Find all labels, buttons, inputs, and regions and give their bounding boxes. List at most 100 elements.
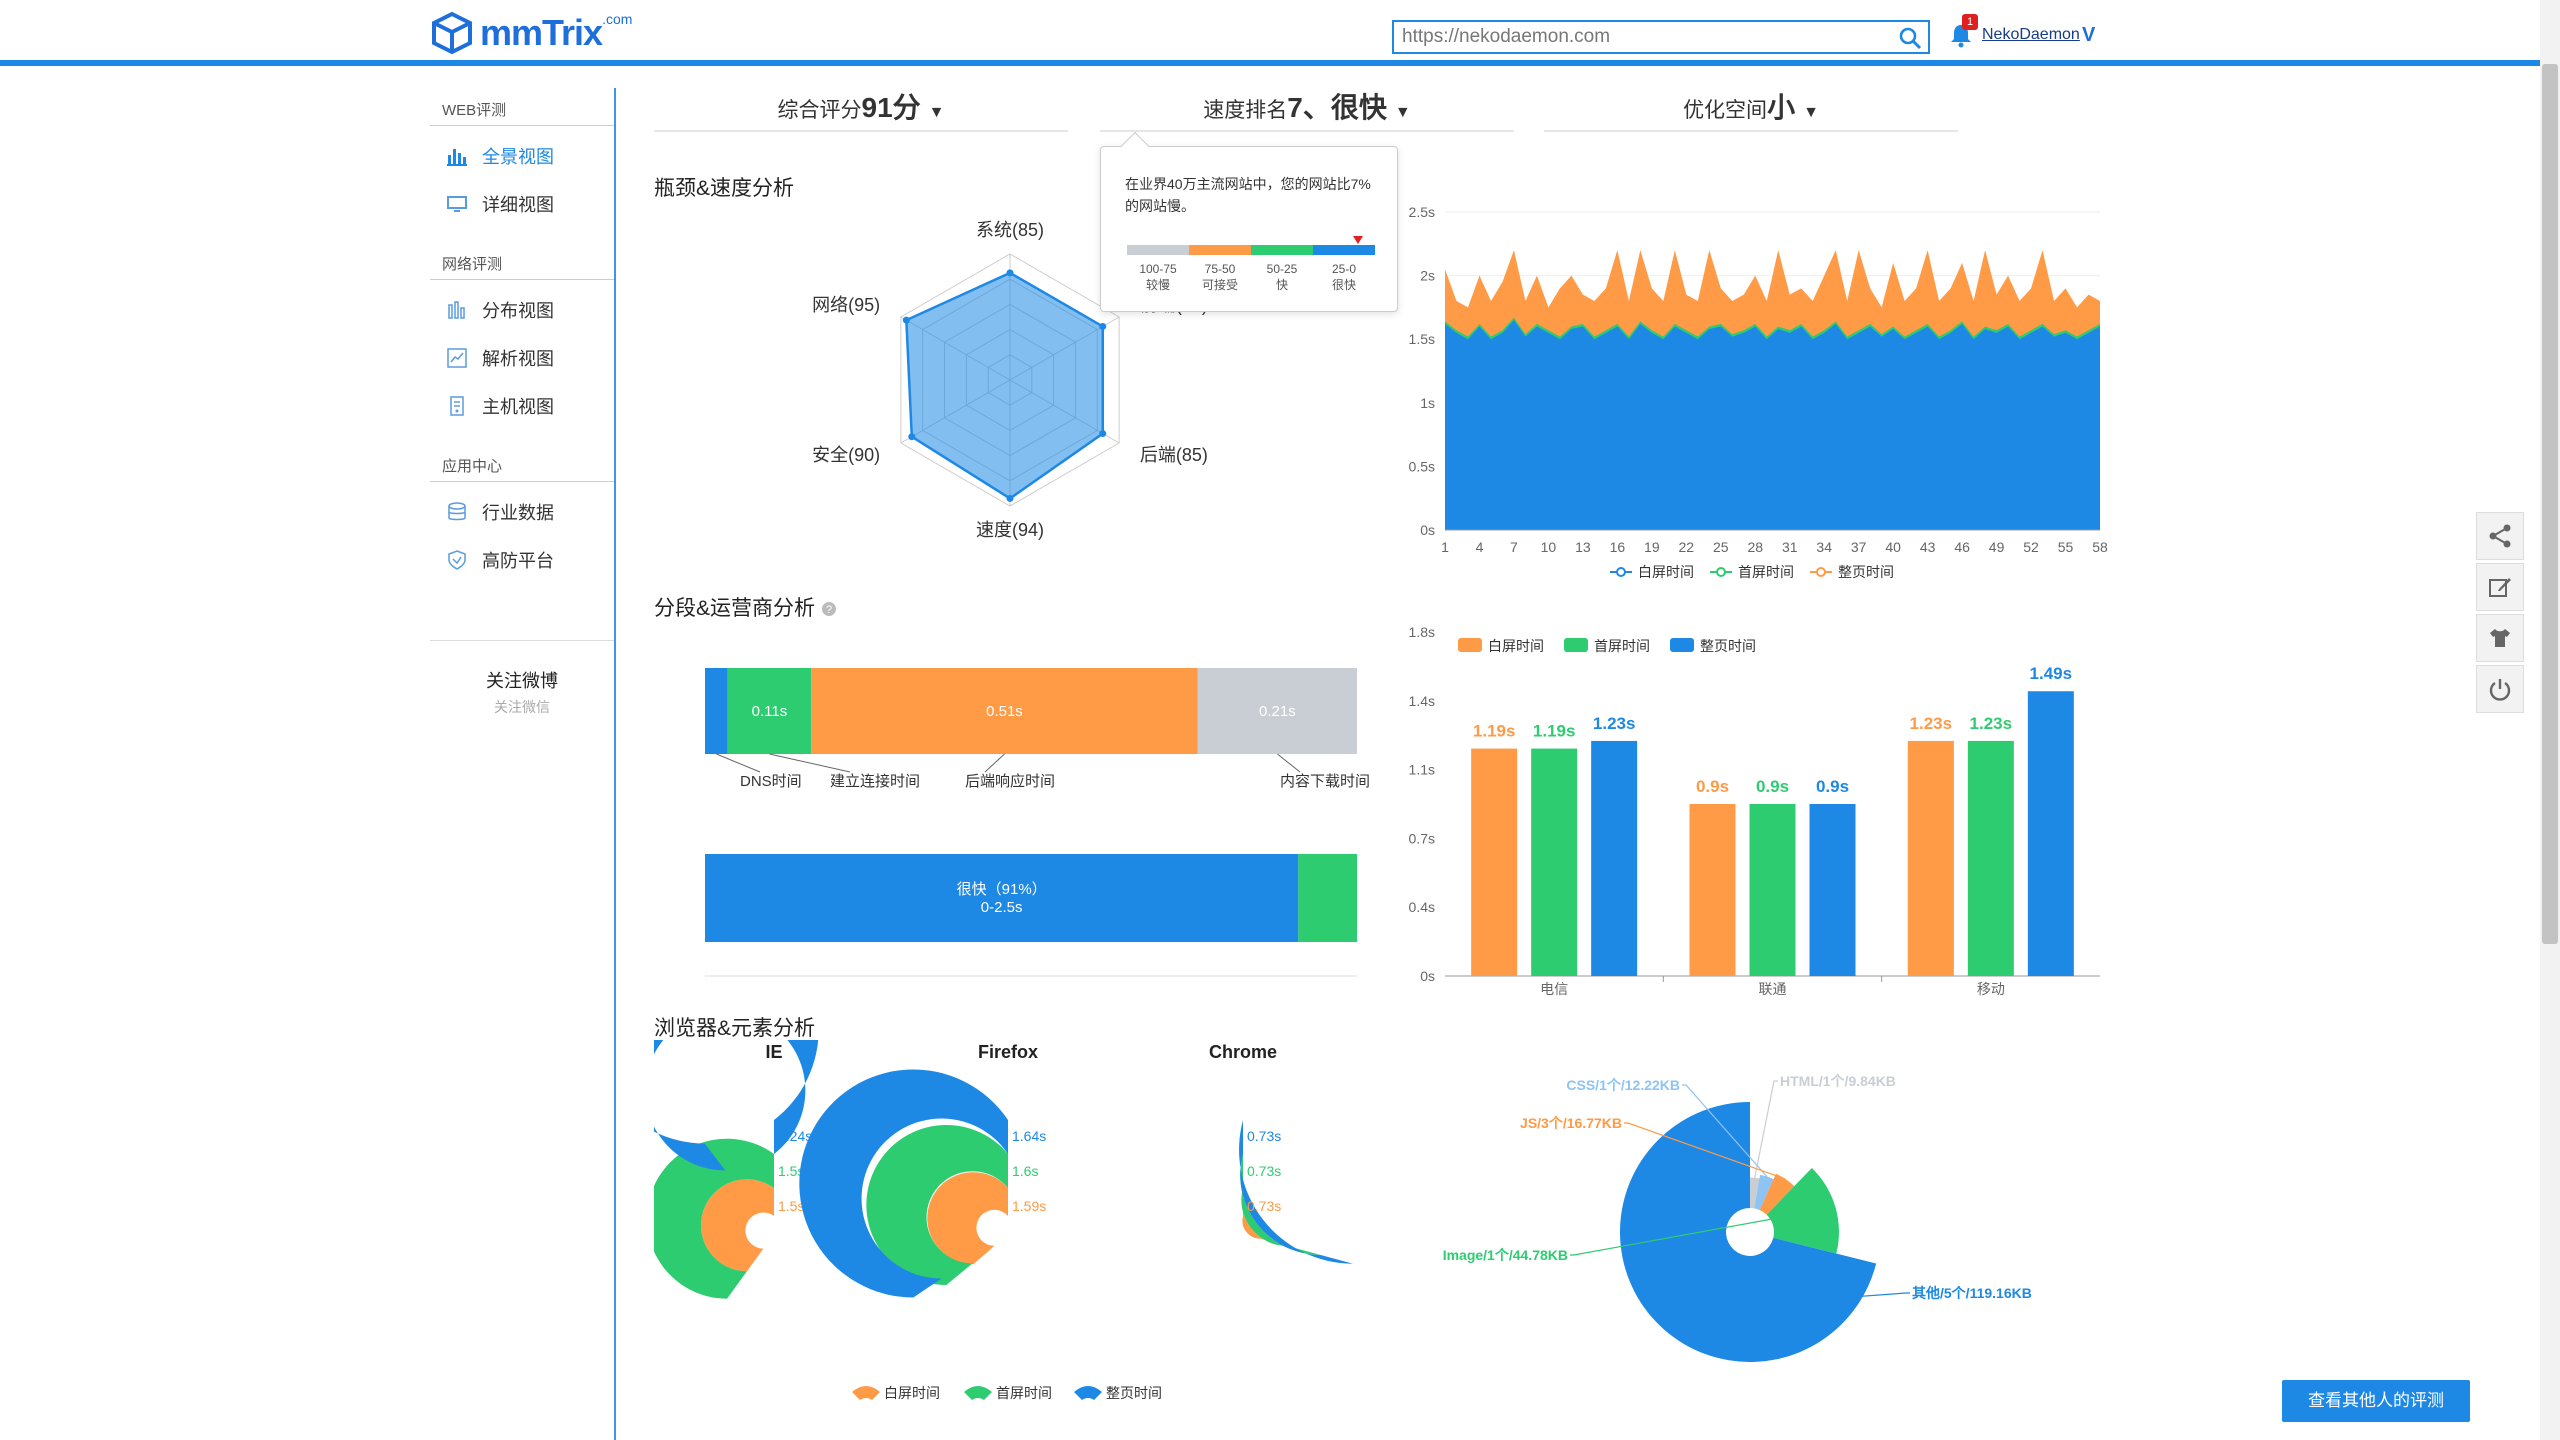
shirt-icon bbox=[2490, 629, 2510, 647]
sidebar-section-network: 网络评测 分布视图 解析视图 主机视图 bbox=[430, 242, 614, 430]
segment-bar bbox=[727, 668, 812, 754]
power-button[interactable] bbox=[2476, 665, 2524, 713]
search-input[interactable] bbox=[1394, 22, 1884, 52]
caret-down-icon: ▼ bbox=[928, 104, 945, 121]
legend-swatch bbox=[964, 1386, 992, 1400]
polar-value-label: 0.73s bbox=[1247, 1163, 1281, 1179]
isp-value-label: 0.9s bbox=[1696, 777, 1729, 796]
polar-bar bbox=[1241, 1188, 1288, 1246]
kpi-rank[interactable]: 速度排名7、很快 ▼ bbox=[1100, 86, 1514, 132]
sidebar-section-title: WEB评测 bbox=[430, 88, 614, 126]
x-tick-label: 52 bbox=[2023, 539, 2039, 555]
y-tick-label: 0s bbox=[1420, 522, 1435, 538]
sidebar-item-distribution[interactable]: 分布视图 bbox=[430, 286, 614, 334]
scale-segment bbox=[1189, 245, 1251, 255]
sidebar-item-defense[interactable]: 高防平台 bbox=[430, 536, 614, 584]
x-tick-label: 电信 bbox=[1540, 981, 1568, 997]
legend-label: 整页时间 bbox=[1838, 564, 1894, 580]
legend-swatch bbox=[1458, 638, 1482, 652]
legend-item: 整页时间 bbox=[1074, 1385, 1162, 1401]
x-tick-label: 49 bbox=[1989, 539, 2005, 555]
distribution-icon bbox=[448, 301, 465, 319]
isp-value-label: 0.9s bbox=[1756, 777, 1789, 796]
sidebar-item-host[interactable]: 主机视图 bbox=[430, 382, 614, 430]
kpi-score-value: 91分 bbox=[861, 92, 921, 123]
follow-weibo-link[interactable]: 关注微博 bbox=[486, 671, 558, 691]
isp-bar bbox=[1471, 748, 1518, 976]
search-box bbox=[1392, 20, 1930, 54]
legend-swatch bbox=[1074, 1386, 1102, 1400]
distribution-sublabel: 0-2.5s bbox=[981, 899, 1023, 916]
sidebar-section-title: 网络评测 bbox=[430, 242, 614, 280]
radar-area bbox=[905, 271, 1105, 500]
x-tick-label: 4 bbox=[1476, 539, 1484, 555]
username-link[interactable]: NekoDaemon bbox=[1982, 26, 2080, 43]
edit-icon bbox=[2489, 578, 2511, 597]
isp-bar bbox=[1809, 804, 1856, 976]
polar-value-label: 1.64s bbox=[1012, 1128, 1046, 1144]
radar-point bbox=[1006, 494, 1014, 502]
search-icon[interactable] bbox=[1898, 26, 1922, 50]
isp-bar bbox=[1591, 740, 1638, 976]
isp-bar bbox=[1967, 740, 2014, 976]
legend-swatch bbox=[1670, 638, 1694, 652]
shield-icon bbox=[448, 550, 466, 570]
rose-slice-label: CSS/1个/12.22KB bbox=[1566, 1077, 1680, 1093]
tooltip-text: 在业界40万主流网站中，您的网站比7%的网站慢。 bbox=[1125, 176, 1371, 214]
sidebar-section-title: 应用中心 bbox=[430, 444, 614, 482]
rose-slice-label: 其他/5个/119.16KB bbox=[1912, 1285, 2032, 1301]
x-tick-label: 移动 bbox=[1977, 981, 2005, 997]
scale-segment bbox=[1251, 245, 1313, 255]
legend-item: 首屏时间 bbox=[1710, 564, 1794, 580]
view-others-button[interactable]: 查看其他人的评测 bbox=[2282, 1380, 2470, 1422]
sidebar-item-industry[interactable]: 行业数据 bbox=[430, 488, 614, 536]
segment-leader-line bbox=[1277, 753, 1301, 773]
y-tick-label: 0.7s bbox=[1409, 830, 1435, 846]
polar-bar bbox=[866, 1124, 1008, 1285]
sidebar-item-label: 分布视图 bbox=[482, 301, 554, 321]
database-icon bbox=[448, 502, 466, 521]
polar-bar bbox=[654, 1138, 774, 1299]
isp-value-label: 0.9s bbox=[1816, 777, 1849, 796]
sidebar-item-detail[interactable]: 详细视图 bbox=[430, 180, 614, 228]
radar-point bbox=[902, 316, 910, 324]
sidebar-item-label: 主机视图 bbox=[482, 397, 554, 417]
share-button[interactable] bbox=[2476, 512, 2524, 560]
rose-slice bbox=[1620, 1102, 1877, 1362]
x-tick-label: 16 bbox=[1610, 539, 1626, 555]
sidebar-item-analysis[interactable]: 解析视图 bbox=[430, 334, 614, 382]
follow-wechat-link[interactable]: 关注微信 bbox=[494, 699, 550, 715]
radar-point bbox=[908, 433, 916, 441]
polar-value-label: 1.5s bbox=[778, 1163, 804, 1179]
legend-item: 白屏时间 bbox=[1610, 564, 1694, 580]
x-tick-label: 22 bbox=[1679, 539, 1695, 555]
power-icon bbox=[2489, 679, 2511, 701]
logo[interactable]: mmTrix .com bbox=[430, 6, 632, 60]
rank-marker-icon bbox=[1352, 236, 1363, 244]
edit-button[interactable] bbox=[2476, 563, 2524, 611]
y-tick-label: 1.1s bbox=[1409, 762, 1435, 778]
y-tick-label: 1.5s bbox=[1409, 331, 1435, 347]
kpi-score[interactable]: 综合评分91分 ▼ bbox=[654, 86, 1068, 132]
rose-slice bbox=[1750, 1177, 1760, 1209]
kpi-optimize-label: 优化空间 bbox=[1683, 99, 1768, 122]
legend-item: 首屏时间 bbox=[1564, 638, 1650, 654]
y-tick-label: 2.5s bbox=[1409, 204, 1435, 220]
scrollbar-thumb[interactable] bbox=[2542, 64, 2558, 944]
legend-item: 白屏时间 bbox=[852, 1385, 940, 1401]
shirt-button[interactable] bbox=[2476, 614, 2524, 662]
segment-name-label: 内容下载时间 bbox=[1280, 773, 1370, 790]
x-tick-label: 7 bbox=[1510, 539, 1518, 555]
help-icon[interactable]: ? bbox=[821, 601, 837, 617]
sidebar-item-overview[interactable]: 全景视图 bbox=[430, 132, 614, 180]
radar-point bbox=[1006, 269, 1014, 277]
kpi-optimize-value: 小 bbox=[1767, 92, 1796, 123]
radar-point bbox=[1099, 430, 1107, 438]
x-tick-label: 43 bbox=[1920, 539, 1936, 555]
kpi-optimize[interactable]: 优化空间小 ▼ bbox=[1544, 86, 1958, 132]
segment-name-label: 后端响应时间 bbox=[965, 772, 1055, 790]
y-tick-label: 1s bbox=[1420, 395, 1435, 411]
rose-slice bbox=[1754, 1174, 1774, 1211]
polar-value-label: 2.24s bbox=[778, 1128, 812, 1144]
radar-axis-label: 系统(85) bbox=[976, 220, 1044, 240]
